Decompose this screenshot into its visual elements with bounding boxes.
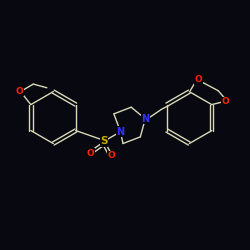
Text: O: O — [16, 86, 24, 96]
Text: N: N — [116, 127, 124, 137]
Text: S: S — [100, 136, 108, 146]
Text: N: N — [141, 114, 149, 124]
Text: O: O — [222, 97, 229, 106]
Text: O: O — [195, 75, 202, 84]
Text: O: O — [108, 152, 115, 160]
Text: N: N — [116, 127, 124, 137]
Text: O: O — [86, 149, 94, 158]
